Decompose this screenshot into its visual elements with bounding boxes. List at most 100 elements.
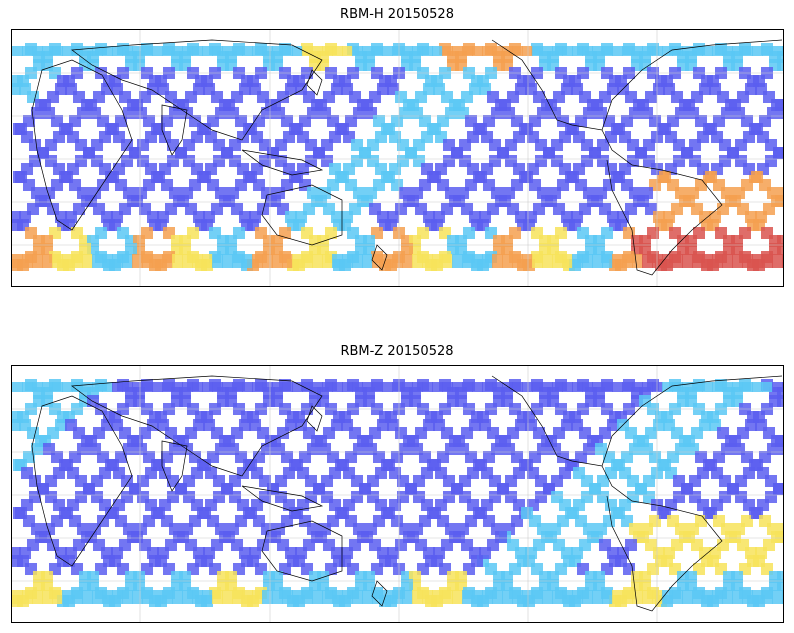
- track-tile: [202, 46, 213, 56]
- track-tile: [622, 46, 633, 56]
- track-tile: [142, 46, 153, 56]
- graticule: [12, 30, 783, 286]
- coastline: [161, 440, 188, 492]
- track-tile: [152, 382, 163, 392]
- track-tile: [622, 590, 633, 604]
- track-tile: [662, 254, 673, 268]
- track-tile: [762, 46, 773, 56]
- track-tile: [292, 590, 303, 604]
- track-tile: [422, 382, 433, 392]
- coastline: [71, 39, 323, 141]
- track-tile: [632, 382, 643, 392]
- coastline: [161, 104, 188, 156]
- track-tile: [242, 46, 253, 56]
- track-tile: [779, 107, 783, 119]
- track-tile: [342, 46, 353, 56]
- coastline: [261, 520, 343, 582]
- track-tile: [562, 382, 573, 392]
- track-tile: [777, 59, 783, 71]
- track-tile: [642, 254, 653, 268]
- track-tile: [312, 590, 323, 604]
- track-tile: [652, 254, 663, 268]
- coastlines: [31, 39, 783, 276]
- track-tile: [332, 254, 343, 268]
- track-tile: [462, 254, 473, 268]
- track-tile: [592, 382, 603, 392]
- coastline: [261, 184, 343, 246]
- track-tile: [32, 382, 43, 392]
- track-tile: [82, 382, 93, 392]
- track-tile: [402, 590, 413, 604]
- track-tile: [622, 254, 633, 268]
- track-tile: [322, 46, 333, 56]
- track-tile: [82, 46, 93, 56]
- track-tile: [232, 382, 243, 392]
- track-tile: [122, 590, 133, 604]
- track-tile: [262, 46, 273, 56]
- track-tile: [22, 590, 33, 604]
- track-tile: [232, 254, 243, 268]
- track-tile: [552, 254, 563, 268]
- track-tile: [773, 483, 783, 495]
- track-tile: [112, 254, 123, 268]
- track-tile: [612, 254, 623, 268]
- track-tile: [572, 254, 583, 268]
- track-tile: [722, 254, 733, 268]
- track-tile: [452, 254, 463, 268]
- coastline: [31, 395, 133, 567]
- track-tile: [12, 211, 21, 223]
- track-tile: [412, 254, 423, 268]
- track-tile: [532, 46, 543, 56]
- track-tile: [402, 254, 413, 268]
- track-tile: [272, 254, 283, 268]
- track-tile: [442, 254, 453, 268]
- track-tile: [112, 46, 123, 56]
- track-tile: [492, 590, 503, 604]
- track-tile: [352, 590, 363, 604]
- track-tile: [682, 254, 693, 268]
- track-tile: [412, 46, 423, 56]
- track-tile: [732, 590, 743, 604]
- track-tile: [772, 382, 783, 392]
- map-rbm-z: [11, 365, 784, 623]
- track-tile: [372, 590, 383, 604]
- track-tile: [482, 46, 493, 56]
- track-tile: [422, 46, 433, 56]
- track-tile: [522, 382, 533, 392]
- track-tile: [502, 382, 513, 392]
- track-tile: [12, 411, 23, 423]
- track-tile: [672, 382, 683, 392]
- track-tile: [272, 46, 283, 56]
- track-tile: [192, 382, 203, 392]
- track-tile: [12, 254, 23, 268]
- track-tile: [542, 46, 553, 56]
- track-tile: [602, 382, 613, 392]
- track-tile: [662, 590, 673, 604]
- track-tile: [552, 382, 563, 392]
- track-tile: [242, 590, 253, 604]
- track-tile: [592, 590, 603, 604]
- track-tile: [592, 46, 603, 56]
- map-canvas: [12, 366, 783, 622]
- track-tile: [162, 254, 173, 268]
- coastline: [601, 465, 723, 612]
- track-tile: [502, 254, 513, 268]
- track-tile: [132, 46, 143, 56]
- track-tile: [692, 382, 703, 392]
- track-tile: [302, 254, 313, 268]
- track-tile: [452, 46, 463, 56]
- panel-title: RBM-Z 20150528: [340, 344, 454, 359]
- track-tile: [52, 254, 63, 268]
- track-tile: [52, 590, 63, 604]
- track-tile: [312, 46, 323, 56]
- track-tile: [642, 590, 653, 604]
- track-tile: [552, 590, 563, 604]
- track-tile: [672, 590, 683, 604]
- track-tile: [602, 254, 613, 268]
- track-tile: [282, 254, 293, 268]
- track-tile: [362, 254, 373, 268]
- track-tile: [22, 46, 33, 56]
- track-tile: [532, 382, 543, 392]
- track-tile: [92, 46, 103, 56]
- track-tile: [652, 590, 663, 604]
